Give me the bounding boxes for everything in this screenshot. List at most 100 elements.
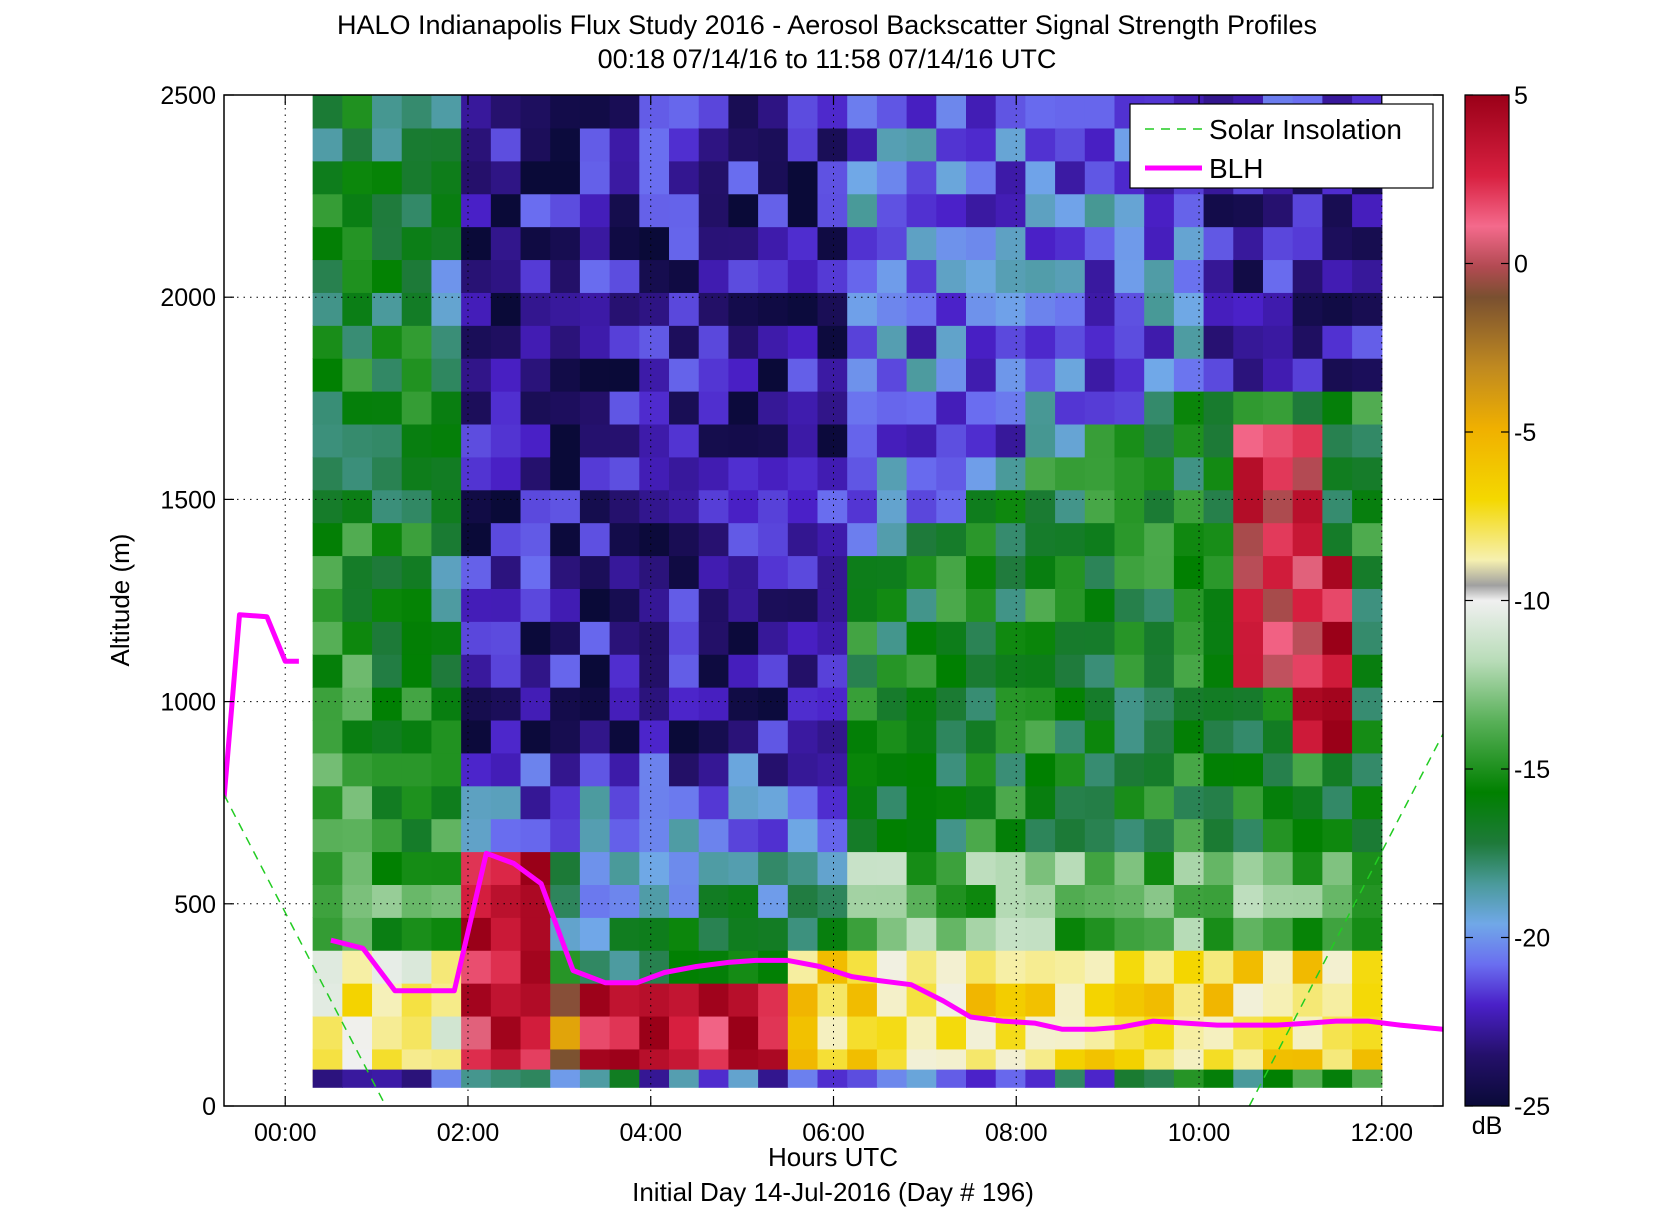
heatmap-cell — [1114, 917, 1145, 951]
heatmap-cell — [490, 818, 522, 853]
heatmap-cell — [728, 358, 759, 392]
heatmap-cell — [312, 884, 343, 918]
heatmap-cell — [520, 555, 551, 589]
heatmap-cell — [1114, 621, 1145, 655]
heatmap-cell — [639, 884, 670, 918]
heatmap-cell — [847, 456, 878, 491]
heatmap-cell — [372, 358, 403, 392]
heatmap-cell — [1055, 160, 1086, 195]
heatmap-cell — [847, 785, 878, 820]
heatmap-cell — [461, 358, 492, 392]
heatmap-cell — [906, 193, 937, 228]
heatmap-cell — [342, 588, 373, 622]
heatmap-cell — [1025, 522, 1056, 557]
heatmap-cell — [817, 555, 848, 589]
heatmap-cell — [698, 292, 730, 326]
heatmap-cell — [609, 127, 640, 162]
heatmap-cell — [401, 391, 433, 425]
heatmap-cell — [995, 391, 1026, 425]
heatmap-cell — [876, 127, 908, 162]
heatmap-cell — [609, 489, 640, 524]
heatmap-cell — [728, 193, 759, 228]
heatmap-cell — [817, 127, 848, 162]
heatmap-cell — [876, 983, 908, 1017]
heatmap-cell — [669, 160, 700, 195]
heatmap-cell — [1144, 687, 1175, 721]
heatmap-cell — [1203, 818, 1234, 853]
heatmap-cell — [787, 851, 819, 885]
heatmap-cell — [876, 654, 908, 688]
heatmap-cell — [758, 687, 789, 721]
heatmap-cell — [1262, 588, 1294, 622]
heatmap-cell — [669, 423, 700, 458]
heatmap-cell — [1084, 752, 1116, 787]
heatmap-cell — [1203, 983, 1234, 1017]
heatmap-cell — [1055, 522, 1086, 557]
heatmap-cell — [1144, 522, 1175, 557]
heatmap-cell — [1025, 456, 1056, 491]
heatmap-cell — [1055, 752, 1086, 787]
heatmap-cell — [669, 851, 700, 885]
heatmap-cell — [876, 950, 908, 984]
heatmap-cell — [995, 423, 1026, 458]
heatmap-cell — [431, 325, 462, 359]
colorbar-ticks: 5 0 -5 -10 -15 -20 -25 — [1465, 82, 1550, 1121]
heatmap-cell — [609, 687, 640, 721]
heatmap-cell — [461, 687, 492, 721]
heatmap-cell — [1055, 621, 1086, 655]
heatmap-cell — [1262, 752, 1294, 787]
heatmap-cell — [817, 358, 848, 392]
heatmap-cell — [520, 785, 551, 820]
heatmap-cell — [1173, 588, 1205, 622]
heatmap-cell — [1025, 95, 1056, 129]
heatmap-cell — [342, 259, 373, 293]
heatmap-cell — [995, 917, 1026, 951]
heatmap-cell — [966, 292, 997, 326]
heatmap-cell — [966, 95, 997, 129]
heatmap-cell — [1084, 654, 1116, 688]
heatmap-cell — [728, 522, 759, 557]
heatmap-cell — [1292, 884, 1323, 918]
heatmap-cell — [1055, 95, 1086, 129]
heatmap-cell — [1203, 884, 1234, 918]
heatmap-cell — [1055, 719, 1086, 754]
heatmap-cell — [1322, 950, 1353, 984]
x-tick-label: 00:00 — [254, 1119, 317, 1147]
heatmap-cell — [758, 522, 789, 557]
heatmap-cell — [728, 950, 759, 984]
heatmap-cell — [1322, 621, 1353, 655]
heatmap-cell — [1025, 193, 1056, 228]
heatmap-cell — [312, 292, 343, 326]
heatmap-cell — [906, 522, 937, 557]
heatmap-cell — [787, 292, 819, 326]
heatmap-cell — [1144, 259, 1175, 293]
heatmap-cell — [995, 950, 1026, 984]
heatmap-cell — [906, 950, 937, 984]
heatmap-cell — [372, 555, 403, 589]
heatmap-cell — [698, 851, 730, 885]
heatmap-cell — [1233, 752, 1264, 787]
heatmap-cell — [906, 423, 937, 458]
heatmap-cell — [609, 1015, 640, 1050]
heatmap-cell — [728, 654, 759, 688]
heatmap-cell — [550, 226, 581, 261]
heatmap-cell — [609, 226, 640, 261]
heatmap-cell — [431, 851, 462, 885]
heatmap-cell — [698, 785, 730, 820]
heatmap-cell — [787, 522, 819, 557]
heatmap-cell — [1144, 358, 1175, 392]
heatmap-cell — [906, 588, 937, 622]
heatmap-cell — [787, 325, 819, 359]
heatmap-cell — [372, 456, 403, 491]
heatmap-cell — [817, 292, 848, 326]
heatmap-cell — [431, 489, 462, 524]
heatmap-cell — [1203, 456, 1234, 491]
heatmap-cell — [1322, 226, 1353, 261]
heatmap-cell — [609, 95, 640, 129]
heatmap-cell — [787, 818, 819, 853]
heatmap-cell — [431, 555, 462, 589]
heatmap-cell — [609, 522, 640, 557]
heatmap-cell — [342, 489, 373, 524]
heatmap-cell — [401, 95, 433, 129]
heatmap-cell — [1025, 785, 1056, 820]
